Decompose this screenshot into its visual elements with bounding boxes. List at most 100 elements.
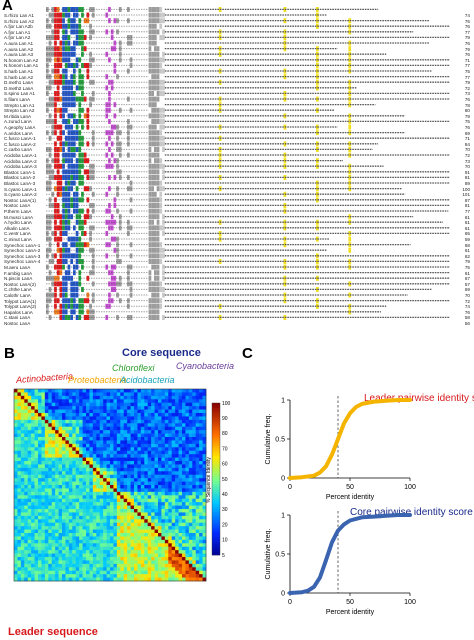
heatmap-cell [92, 553, 97, 558]
heatmap-cell [24, 461, 29, 465]
residue-cell [127, 175, 130, 180]
residue-cell [159, 141, 163, 147]
heatmap-cell [185, 485, 190, 489]
heatmap-cell [188, 495, 193, 500]
heatmap-cell [44, 447, 49, 452]
heatmap-cell [140, 560, 145, 565]
heatmap-cell [75, 450, 80, 455]
heatmap-cell [154, 440, 159, 445]
heatmap-cell [182, 478, 186, 482]
heatmap-cell [27, 437, 32, 441]
heatmap-cell [178, 498, 183, 503]
residue-cell [151, 253, 154, 259]
heatmap-cell [20, 526, 25, 530]
heatmap-cell [86, 539, 90, 544]
heatmap-cell [96, 498, 101, 503]
heatmap-cell [55, 495, 59, 500]
heatmap-cell [17, 491, 22, 496]
heatmap-cell [144, 423, 149, 428]
heatmap-cell [188, 560, 193, 565]
residue-cell [151, 259, 154, 264]
heatmap-cell [27, 447, 32, 452]
y-tick-label: 0 [281, 476, 285, 483]
heatmap-cell [14, 485, 18, 489]
heatmap-cell [20, 522, 25, 527]
heatmap-cell [58, 450, 63, 455]
heatmap-cell [188, 409, 193, 414]
heatmap-cell [41, 505, 46, 510]
heatmap-cell [55, 557, 59, 561]
heatmap-cell [31, 430, 35, 434]
heatmap-cell [161, 478, 166, 482]
heatmap-cell [116, 389, 121, 393]
heatmap-cell [171, 402, 176, 407]
residue-cell [154, 253, 157, 259]
residue-cell [156, 242, 160, 248]
heatmap-cell [164, 430, 169, 434]
heatmap-cell [140, 491, 145, 496]
heatmap-cell [38, 392, 42, 397]
heatmap-cell [192, 515, 197, 520]
heatmap-cell [17, 474, 22, 479]
heatmap-cell [89, 406, 94, 410]
residue-cell [51, 7, 55, 12]
heatmap-cell [192, 389, 197, 393]
heatmap-cell [106, 423, 111, 428]
heatmap-cell [34, 402, 39, 407]
heatmap-cell [178, 457, 183, 462]
heatmap-cell [175, 471, 179, 476]
heatmap-cell [168, 461, 173, 465]
heatmap-cell [103, 467, 107, 472]
residue-cell [81, 40, 84, 46]
heatmap-cell [31, 419, 35, 424]
heatmap-cell [140, 577, 145, 582]
heatmap-cell [127, 536, 131, 541]
heatmap-cell [188, 533, 193, 537]
alignment-row-length: 84 [464, 141, 470, 147]
heatmap-cell [34, 557, 39, 561]
residue-cell [159, 35, 163, 40]
alignment-row-label: A.aura Lan A3 [4, 52, 34, 58]
heatmap-cell [79, 450, 83, 455]
alignment-row-length: 69 [464, 130, 470, 136]
heatmap-cell [175, 457, 179, 462]
residue-cell [59, 270, 63, 276]
residue-cell [154, 46, 157, 52]
heatmap-cell [116, 461, 121, 465]
heatmap-cell [151, 447, 155, 452]
residue-cell [118, 147, 122, 152]
heatmap-cell [24, 478, 29, 482]
heatmap-cell [89, 461, 94, 465]
heatmap-cell [192, 430, 197, 434]
heatmap-cell [182, 515, 186, 520]
heatmap-cell [34, 550, 39, 554]
heatmap-cell [62, 433, 66, 438]
heatmap-cell [154, 399, 159, 404]
heatmap-cell [65, 399, 70, 404]
heatmap-cell [154, 389, 159, 393]
heatmap-cell [55, 423, 59, 428]
heatmap-cell [48, 488, 53, 493]
residue-cell [59, 303, 63, 309]
heatmap-cell [14, 526, 18, 530]
heatmap-cell [51, 536, 56, 541]
heatmap-cell [106, 450, 111, 455]
heatmap-cell [48, 557, 53, 561]
heatmap-cell [14, 529, 18, 534]
heatmap-cell [79, 557, 83, 561]
heatmap-cell [168, 471, 173, 476]
heatmap-cell [185, 464, 190, 469]
heatmap-cell [103, 536, 107, 541]
heatmap-cell [113, 512, 118, 517]
heatmap-cell [144, 485, 149, 489]
heatmap-cell [137, 519, 142, 524]
heatmap-cell [24, 457, 29, 462]
alignment-row-length: 81 [464, 175, 470, 181]
heatmap-cell [154, 488, 159, 493]
heatmap-cell [31, 543, 35, 548]
residue-cell [83, 46, 87, 52]
heatmap-cell [44, 570, 49, 575]
heatmap-cell [123, 522, 128, 527]
residue-cell [348, 264, 352, 270]
heatmap-cell [82, 509, 87, 513]
